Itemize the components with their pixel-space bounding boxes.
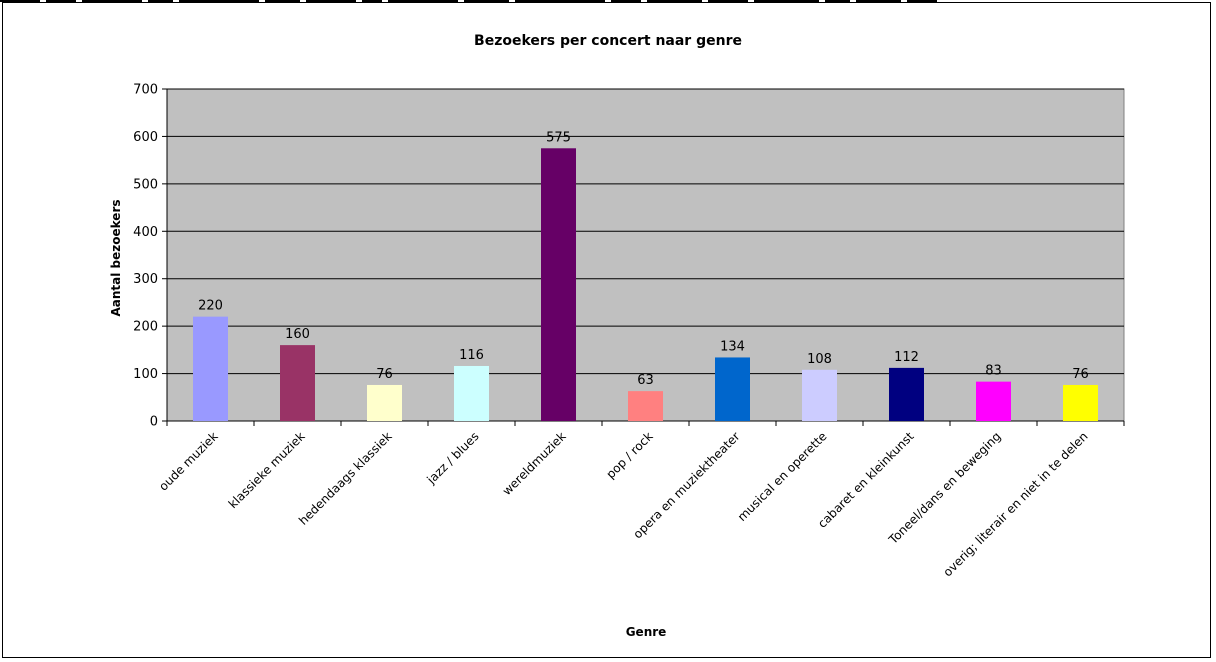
chart-title: Bezoekers per concert naar genre (474, 33, 742, 49)
bar (541, 148, 576, 422)
data-label: 76 (376, 367, 393, 382)
data-label: 134 (720, 339, 745, 354)
x-tick-label: overig; literair en niet in te delen (940, 429, 1090, 579)
data-label: 220 (198, 299, 223, 314)
x-tick-label: cabaret en kleinkunst (815, 429, 917, 531)
top-edge-strip (0, 0, 1216, 4)
bar (193, 316, 228, 421)
y-tick-label: 0 (150, 415, 158, 430)
y-tick-label: 600 (133, 130, 158, 145)
data-label: 116 (459, 348, 484, 363)
x-tick-label: oude muziek (156, 429, 220, 493)
y-tick-label: 300 (133, 272, 158, 287)
data-label: 83 (985, 364, 1002, 379)
y-tick-label: 400 (133, 225, 158, 240)
plot-background (166, 88, 1125, 422)
x-tick-label: pop / rock (603, 429, 655, 481)
y-tick-label: 200 (133, 320, 158, 335)
data-label: 76 (1072, 367, 1089, 382)
data-label: 575 (546, 130, 571, 145)
x-tick-label: wereldmuziek (500, 429, 569, 498)
plot-area: 0 100 200 300 400 500 600 700 220 oude muziek 160 k… (133, 83, 1125, 579)
data-label: 112 (894, 350, 919, 365)
data-label: 63 (637, 373, 654, 388)
bar (976, 381, 1011, 421)
bar (715, 357, 750, 421)
bar (454, 365, 489, 421)
x-axis-label: Genre (626, 625, 667, 639)
bar (802, 369, 837, 421)
x-tick-label: hedendaags klassiek (296, 429, 395, 528)
bar (367, 384, 402, 421)
y-tick-label: 500 (133, 177, 158, 192)
y-tick-label: 700 (133, 83, 158, 98)
y-axis-label: Aantal bezoekers (109, 199, 123, 316)
x-tick-label: klassieke muziek (226, 429, 308, 511)
x-tick-label: musical en operette (735, 429, 830, 524)
data-label: 108 (807, 352, 832, 367)
x-tick-label: jazz / blues (424, 429, 482, 487)
y-tick-label: 100 (133, 367, 158, 382)
bar (628, 391, 663, 421)
bar (280, 345, 315, 421)
bar (889, 367, 924, 421)
bar (1063, 384, 1098, 421)
data-label: 160 (285, 327, 310, 342)
